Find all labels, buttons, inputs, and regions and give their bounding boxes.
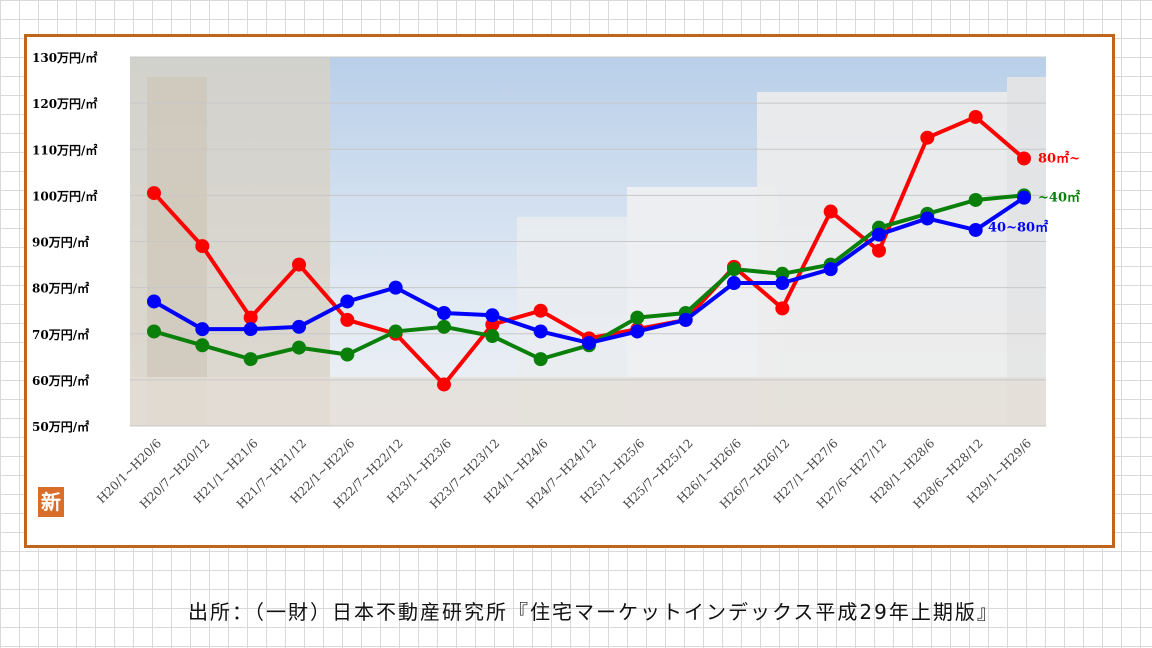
data-point [823,204,838,219]
y-tick-label: 70万円/㎡ [32,327,89,342]
data-point [437,377,451,392]
data-point [1017,190,1031,205]
series-label: 40~80㎡ [988,220,1048,236]
y-tick-label: 110万円/㎡ [32,142,97,157]
data-point [582,335,596,350]
data-point [872,243,886,258]
data-point [630,324,645,339]
data-point [243,310,258,325]
data-point [437,305,451,320]
data-point [920,130,935,145]
data-point [775,301,790,316]
data-point [147,186,161,201]
data-point [195,338,210,353]
data-point [533,324,548,339]
source-note: 出所：（一財）日本不動産研究所『住宅マーケットインデックス平成29年上期版』 [188,600,999,624]
new-badge-icon: 新 [38,487,64,517]
series-lines [147,109,1031,392]
y-axis-ticks: 50万円/㎡ 60万円/㎡ 70万円/㎡ 80万円/㎡ 90万円/㎡ 100万円/㎡ 110… [32,50,97,434]
data-point [243,322,258,337]
data-point [968,109,983,124]
data-point [340,347,355,362]
data-point [968,222,983,237]
data-point [1017,151,1031,166]
data-point [292,340,306,355]
y-tick-label: 130万円/㎡ [32,50,97,65]
data-point [292,319,306,334]
data-point [340,294,355,309]
data-point [872,227,886,242]
data-point [388,280,403,295]
data-point [243,352,258,367]
data-point [533,352,548,367]
series-label: 80㎡~ [1038,150,1080,166]
data-point [292,257,306,272]
data-point [823,262,838,277]
y-tick-label: 90万円/㎡ [32,235,89,250]
data-point [388,324,403,339]
y-tick-label: 80万円/㎡ [32,281,89,296]
data-point [340,312,355,327]
data-point [727,262,741,277]
chart-frame: 50万円/㎡ 60万円/㎡ 70万円/㎡ 80万円/㎡ 90万円/㎡ 100万円/㎡ 110… [24,34,1115,548]
data-point [678,312,693,327]
y-tick-label: 60万円/㎡ [32,373,89,388]
data-point [775,276,790,291]
data-point [968,192,983,207]
data-point [485,308,500,323]
data-point [920,211,935,226]
data-point [195,239,210,254]
series-label: ~40㎡ [1038,189,1080,205]
data-point [195,322,210,337]
y-tick-label: 120万円/㎡ [32,96,97,111]
line-chart: 50万円/㎡ 60万円/㎡ 70万円/㎡ 80万円/㎡ 90万円/㎡ 100万円/㎡ 110… [32,50,1080,512]
y-tick-label: 50万円/㎡ [32,419,89,434]
x-axis-ticks: H20/1~H20/6H20/7~H20/12H21/1~H21/6H21/7~… [94,436,1034,511]
data-point [147,324,161,339]
data-point [533,303,548,318]
y-tick-label: 100万円/㎡ [32,188,97,203]
data-point [437,319,451,334]
series-labels: 80㎡~ ~40㎡ 40~80㎡ [988,150,1080,235]
data-point [630,310,645,325]
data-point [485,329,500,344]
data-point [147,294,161,309]
data-point [727,276,741,291]
